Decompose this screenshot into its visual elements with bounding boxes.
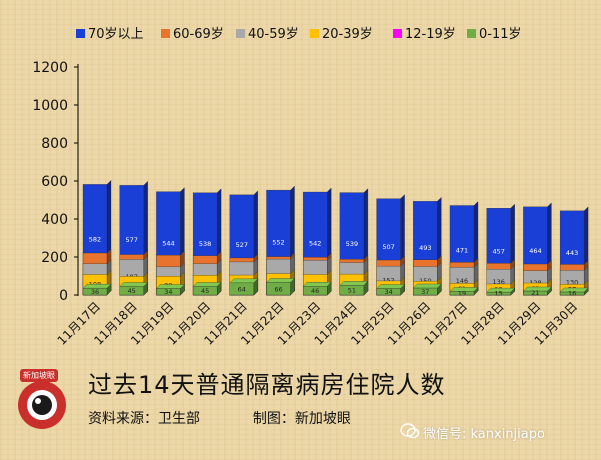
data-label: 136	[492, 278, 504, 286]
bar-top	[82, 284, 112, 289]
data-label: 19	[458, 289, 466, 297]
bar-stack: 46416312863221	[523, 202, 552, 298]
bar-stack: 50718415274334	[376, 194, 405, 297]
maker-label: 制图：	[252, 411, 295, 427]
data-label: 507	[382, 243, 394, 251]
data-label: 146	[456, 277, 468, 285]
legend-label: 40-59岁	[248, 27, 299, 42]
bar-stack: 538207165104445	[192, 188, 222, 297]
y-axis: 0 200 400 600 800 1000 1200	[32, 60, 79, 304]
data-label: 552	[272, 239, 284, 247]
data-label: 493	[419, 244, 431, 252]
source-label: 资料来源：	[88, 411, 158, 427]
data-label: 538	[199, 240, 211, 248]
bar-stack: 49318515073337	[412, 196, 442, 297]
bar-stack: 527195174105464	[229, 190, 259, 297]
y-tick-label: 200	[41, 250, 68, 266]
data-label: 45	[201, 287, 209, 295]
bar-top	[559, 287, 589, 293]
y-tick-label: 600	[41, 174, 68, 190]
data-label: 64	[238, 286, 246, 294]
data-label: 150	[419, 277, 431, 285]
y-tick-label: 1000	[32, 98, 68, 114]
legend-label: 20-39岁	[322, 27, 373, 42]
legend-swatch	[467, 29, 476, 38]
data-label: 577	[125, 236, 137, 244]
data-label: 66	[274, 285, 282, 293]
bar-top	[302, 282, 332, 287]
eye-logo-icon	[18, 381, 66, 429]
chart-title: 过去14天普通隔离病房住院人数	[88, 371, 446, 399]
bar-top	[523, 286, 552, 292]
y-tick-label: 800	[41, 136, 68, 152]
legend-swatch	[310, 29, 319, 38]
bar-stack: 45716713658215	[486, 203, 516, 298]
legend-swatch	[76, 29, 85, 38]
bar-stack: 539188171110951	[339, 188, 369, 296]
bar-top	[229, 278, 259, 283]
data-label: 45	[128, 287, 136, 295]
data-label: 15	[495, 290, 503, 298]
data-label: 130	[566, 279, 578, 287]
data-label: 46	[311, 287, 319, 295]
data-label: 544	[162, 239, 174, 247]
data-label: 471	[456, 246, 468, 254]
watermark: 微信号: kanxinjiapo	[423, 427, 545, 442]
wechat-icon	[400, 423, 420, 439]
data-label: 464	[529, 247, 541, 255]
data-label: 527	[236, 241, 248, 249]
bar-top	[192, 282, 222, 287]
y-tick-label: 400	[41, 212, 68, 228]
source-value: 卫生部	[158, 411, 200, 427]
bar-top	[119, 282, 149, 287]
caption-source: 资料来源：卫生部 制图：新加坡眼	[88, 408, 351, 428]
legend-swatch	[393, 29, 402, 38]
y-tick-label: 1200	[32, 60, 68, 76]
bar-stack: 54421014899434	[156, 187, 185, 297]
data-label: 34	[164, 288, 172, 296]
bar-top	[156, 284, 185, 289]
bar-top	[486, 287, 516, 293]
data-label: 36	[91, 288, 99, 296]
data-label: 21	[531, 289, 539, 297]
data-label: 443	[566, 249, 578, 257]
bar-stack: 44316113057216	[559, 206, 589, 298]
legend-label: 60-69岁	[173, 27, 224, 42]
bar-top	[449, 287, 479, 292]
bar-stack: 57721318798445	[119, 181, 149, 297]
bar-top	[266, 278, 295, 283]
y-tick-label: 0	[59, 288, 68, 304]
logo-label: 新加坡眼	[20, 369, 58, 382]
bar-stack: 552202189113966	[266, 185, 295, 296]
bar-stack: 542199183108946	[302, 187, 332, 296]
data-label: 51	[348, 287, 356, 295]
data-label: 152	[382, 277, 394, 285]
data-label: 539	[346, 240, 358, 248]
data-label: 582	[89, 236, 101, 244]
maker-value: 新加坡眼	[294, 411, 351, 427]
data-label: 457	[492, 248, 504, 256]
bar-top	[339, 281, 369, 286]
legend-label: 70岁以上	[88, 27, 144, 42]
legend-label: 0-11岁	[479, 27, 522, 42]
bar-stack: 47117214661219	[449, 201, 479, 298]
data-label: 16	[568, 290, 576, 298]
bar-top	[376, 284, 405, 289]
bars: 5822211641084365772131879844554421014899…	[82, 180, 589, 298]
legend-swatch	[236, 29, 245, 38]
data-label: 37	[421, 288, 429, 296]
data-label: 34	[384, 288, 392, 296]
legend-swatch	[161, 29, 170, 38]
bar-top	[412, 283, 442, 289]
legend: 70岁以上 60-69岁 40-59岁 20-39岁 12-19岁 0-11岁	[76, 27, 522, 42]
bar-stack: 582221164108436	[82, 180, 112, 297]
data-label: 128	[529, 279, 541, 287]
data-label: 542	[309, 240, 321, 248]
legend-label: 12-19岁	[405, 27, 456, 42]
x-axis: 11月17日11月18日11月19日11月20日11月21日11月22日11月2…	[55, 299, 581, 347]
